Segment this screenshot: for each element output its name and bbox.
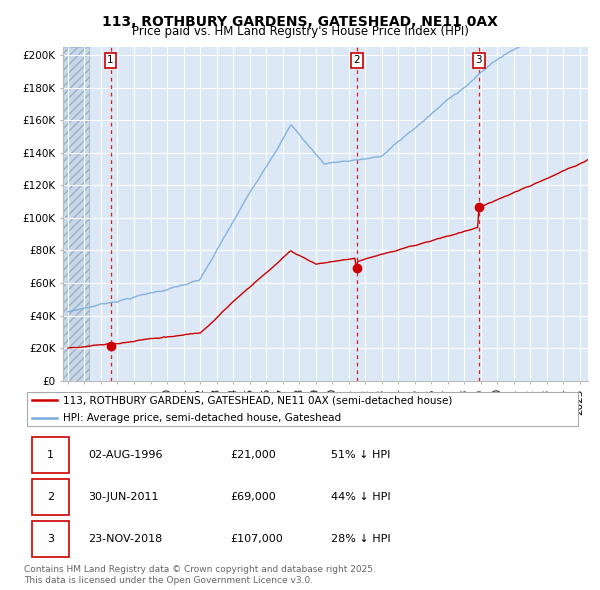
Text: 1: 1 (47, 450, 54, 460)
Text: 51% ↓ HPI: 51% ↓ HPI (331, 450, 390, 460)
Text: Contains HM Land Registry data © Crown copyright and database right 2025.
This d: Contains HM Land Registry data © Crown c… (24, 565, 376, 585)
Text: 2: 2 (47, 492, 54, 502)
Text: HPI: Average price, semi-detached house, Gateshead: HPI: Average price, semi-detached house,… (63, 413, 341, 423)
Text: 3: 3 (47, 534, 54, 544)
Text: 44% ↓ HPI: 44% ↓ HPI (331, 492, 391, 502)
Text: £107,000: £107,000 (230, 534, 283, 544)
FancyBboxPatch shape (27, 392, 578, 426)
Text: 23-NOV-2018: 23-NOV-2018 (88, 534, 163, 544)
Text: £21,000: £21,000 (230, 450, 276, 460)
Text: 1: 1 (107, 55, 114, 65)
Text: 28% ↓ HPI: 28% ↓ HPI (331, 534, 391, 544)
Text: 3: 3 (476, 55, 482, 65)
Text: 2: 2 (353, 55, 360, 65)
Text: £69,000: £69,000 (230, 492, 276, 502)
Text: 30-JUN-2011: 30-JUN-2011 (88, 492, 158, 502)
Text: 113, ROTHBURY GARDENS, GATESHEAD, NE11 0AX: 113, ROTHBURY GARDENS, GATESHEAD, NE11 0… (102, 15, 498, 29)
Text: 02-AUG-1996: 02-AUG-1996 (88, 450, 163, 460)
FancyBboxPatch shape (32, 521, 68, 557)
Text: Price paid vs. HM Land Registry's House Price Index (HPI): Price paid vs. HM Land Registry's House … (131, 25, 469, 38)
Text: 113, ROTHBURY GARDENS, GATESHEAD, NE11 0AX (semi-detached house): 113, ROTHBURY GARDENS, GATESHEAD, NE11 0… (63, 395, 452, 405)
FancyBboxPatch shape (32, 479, 68, 515)
FancyBboxPatch shape (32, 437, 68, 473)
Bar (63, 47, 89, 381)
